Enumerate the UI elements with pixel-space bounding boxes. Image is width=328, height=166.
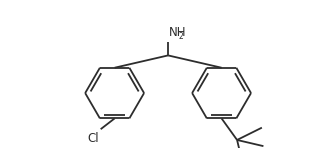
Text: Cl: Cl xyxy=(87,132,99,145)
Text: 2: 2 xyxy=(179,32,184,41)
Text: NH: NH xyxy=(169,26,186,39)
